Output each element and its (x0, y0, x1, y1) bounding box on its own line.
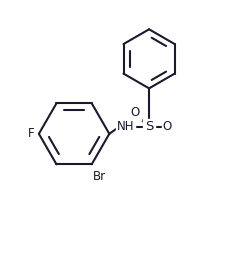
Text: O: O (162, 120, 171, 134)
Text: NH: NH (116, 120, 134, 134)
Text: S: S (144, 120, 153, 134)
Text: F: F (27, 127, 34, 140)
Text: O: O (130, 106, 139, 119)
Text: Br: Br (93, 170, 106, 183)
